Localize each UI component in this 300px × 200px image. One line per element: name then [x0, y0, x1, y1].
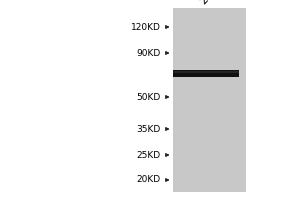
Text: 25KD: 25KD — [136, 150, 160, 160]
Bar — [173, 71, 238, 73]
Text: 120KD: 120KD — [130, 22, 160, 31]
Text: 35KD: 35KD — [136, 124, 161, 134]
Text: 20KD: 20KD — [136, 176, 160, 184]
Text: 50KD: 50KD — [136, 92, 161, 102]
Bar — [172, 8, 246, 192]
Text: 90KD: 90KD — [136, 48, 161, 58]
Text: 293: 293 — [198, 0, 219, 6]
Bar — [173, 70, 238, 77]
